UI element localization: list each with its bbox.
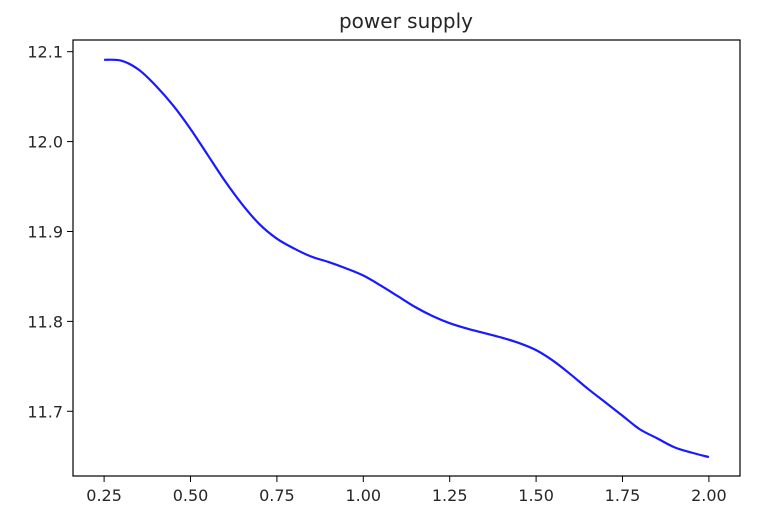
y-tick-label: 11.9 bbox=[27, 222, 63, 241]
x-tick-label: 2.00 bbox=[691, 486, 727, 505]
ticks-layer: 0.25 0.50 0.75 1.00 1.25 1.50 1.75 2.00 11.7 11.8… bbox=[27, 43, 726, 505]
series-line bbox=[104, 58, 710, 459]
y-tick-label: 12.0 bbox=[27, 133, 63, 152]
x-tick-label: 1.50 bbox=[518, 486, 554, 505]
x-tick-label: 0.75 bbox=[259, 486, 295, 505]
y-tick-label: 12.1 bbox=[27, 43, 63, 62]
plot-frame bbox=[72, 39, 741, 477]
x-tick-label: 0.25 bbox=[86, 486, 122, 505]
x-tick-label: 1.00 bbox=[345, 486, 381, 505]
x-tick-label: 1.25 bbox=[432, 486, 468, 505]
y-tick-label: 11.8 bbox=[27, 312, 63, 331]
x-tick-label: 1.75 bbox=[605, 486, 641, 505]
series-layer bbox=[104, 58, 710, 459]
chart-title: power supply bbox=[339, 9, 473, 33]
y-tick-label: 11.7 bbox=[27, 402, 63, 421]
x-tick-label: 0.50 bbox=[173, 486, 209, 505]
